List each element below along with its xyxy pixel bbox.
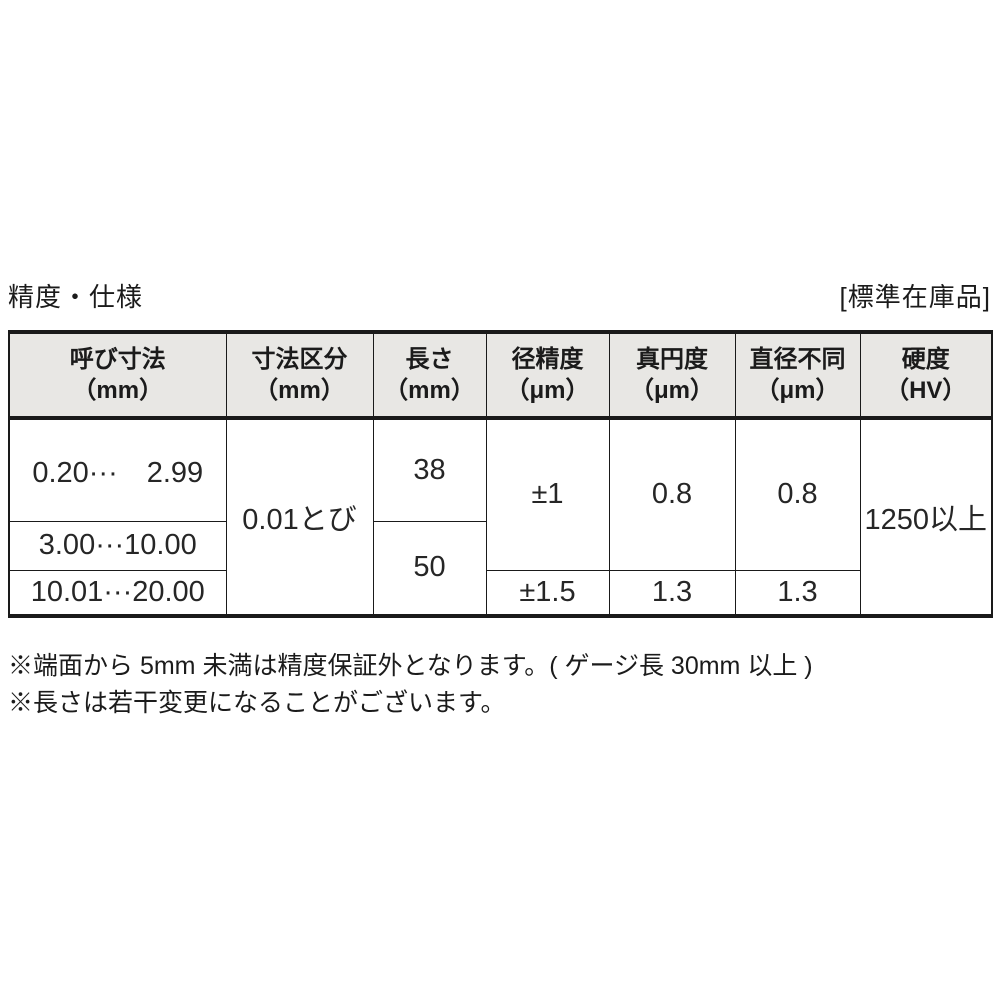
col-header-unit: （mm） — [72, 377, 164, 404]
col-header-unit: （mm） — [384, 377, 475, 404]
page-title: 精度・仕様 — [8, 282, 144, 312]
cell-nominal-size-1: 0.20··· 2.99 — [8, 417, 227, 522]
col-header-unit: （μm） — [505, 377, 590, 404]
col-header-unit: （μm） — [629, 377, 715, 404]
table-row: 3.00···10.00 50 — [8, 520, 992, 617]
col-header-unit: （μm） — [755, 377, 840, 404]
cell-nominal-size-3: 10.01···20.00 — [8, 569, 227, 617]
col-header-label: 長さ — [405, 346, 454, 373]
cell-length-38: 38 — [372, 417, 487, 522]
col-header-nominal-size: 呼び寸法 （mm） — [8, 331, 227, 420]
cell-length-50: 50 — [372, 520, 487, 617]
cell-diameter-variation-top: 0.8 — [734, 417, 861, 571]
col-header-unit: （mm） — [254, 377, 345, 404]
col-header-label: 真円度 — [636, 346, 708, 373]
spec-table: 呼び寸法 （mm） 寸法区分 （mm） 長さ （mm） 径精度 （μm） 真円度 — [8, 330, 993, 618]
header-row: 呼び寸法 （mm） 寸法区分 （mm） 長さ （mm） 径精度 （μm） 真円度 — [8, 331, 993, 420]
footnote-length-change: ※長さは若干変更になることがございます。 — [8, 689, 506, 717]
col-header-diameter-variation: 直径不同 （μm） — [734, 331, 861, 420]
col-header-label: 直径不同 — [749, 346, 846, 373]
footnote-accuracy-guarantee: ※端面から 5mm 未満は精度保証外となります。( ゲージ長 30mm 以上 ) — [8, 652, 813, 680]
col-header-unit: （HV） — [885, 377, 967, 404]
col-header-label: 呼び寸法 — [69, 346, 166, 373]
stock-standard-badge: [標準在庫品] — [839, 282, 991, 312]
col-header-label: 寸法区分 — [251, 346, 348, 373]
col-header-roundness: 真円度 （μm） — [608, 331, 736, 420]
table-row: 0.20··· 2.99 0.01とび 38 ±1 0.8 0.8 1250以上 — [8, 417, 993, 617]
cell-roundness-top: 0.8 — [608, 417, 736, 571]
cell-roundness-bottom: 1.3 — [608, 569, 736, 617]
cell-size-step: 0.01とび — [225, 417, 374, 617]
cell-diameter-variation-bottom: 1.3 — [734, 569, 861, 617]
table-row: 10.01···20.00 ±1.5 1.3 1.3 — [8, 569, 992, 617]
col-header-label: 径精度 — [511, 346, 584, 373]
cell-diameter-accuracy-top: ±1 — [485, 417, 610, 571]
col-header-hardness: 硬度 （HV） — [859, 331, 993, 420]
footnotes: ※端面から 5mm 未満は精度保証外となります。( ゲージ長 30mm 以上 )… — [8, 648, 991, 722]
cell-nominal-size-2: 3.00···10.00 — [8, 520, 227, 571]
col-header-size-step: 寸法区分 （mm） — [225, 331, 374, 420]
col-header-label: 硬度 — [901, 346, 950, 373]
title-row: 精度・仕様 [標準在庫品] — [8, 281, 991, 313]
col-header-length: 長さ （mm） — [372, 331, 487, 420]
col-header-diameter-accuracy: 径精度 （μm） — [485, 331, 610, 420]
cell-diameter-accuracy-bottom: ±1.5 — [485, 569, 610, 617]
cell-hardness: 1250以上 — [859, 417, 993, 617]
